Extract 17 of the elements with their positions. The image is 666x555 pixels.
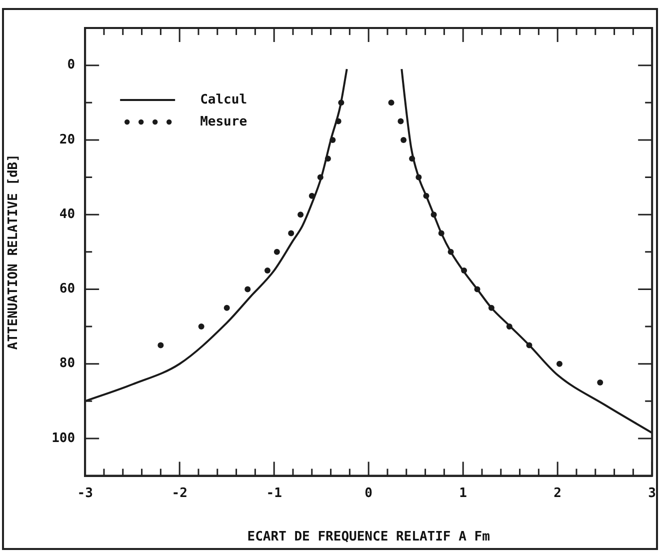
- y-tick-label: 0: [67, 58, 76, 73]
- y-tick-label: 100: [52, 430, 76, 446]
- legend-label: Calcul: [200, 92, 248, 108]
- y-axis-title: ATTENUATION RELATIVE [dB]: [6, 154, 22, 350]
- x-tick-label: -3: [77, 486, 93, 501]
- y-tick-label: 40: [59, 206, 76, 222]
- y-tick-label: 80: [59, 356, 76, 372]
- x-tick-label: 3: [648, 486, 656, 501]
- x-tick-label: -1: [266, 486, 282, 501]
- x-tick-label: 2: [554, 486, 562, 501]
- y-tick-label: 60: [59, 282, 76, 297]
- y-tick-label: 20: [59, 132, 76, 148]
- legend-label: Mesure: [200, 114, 248, 130]
- x-tick-label: 0: [364, 486, 373, 501]
- x-tick-label: 1: [459, 486, 468, 501]
- x-tick-label: -2: [172, 486, 188, 501]
- x-axis-title: ECART DE FREQUENCE RELATIF A Fm: [247, 530, 490, 545]
